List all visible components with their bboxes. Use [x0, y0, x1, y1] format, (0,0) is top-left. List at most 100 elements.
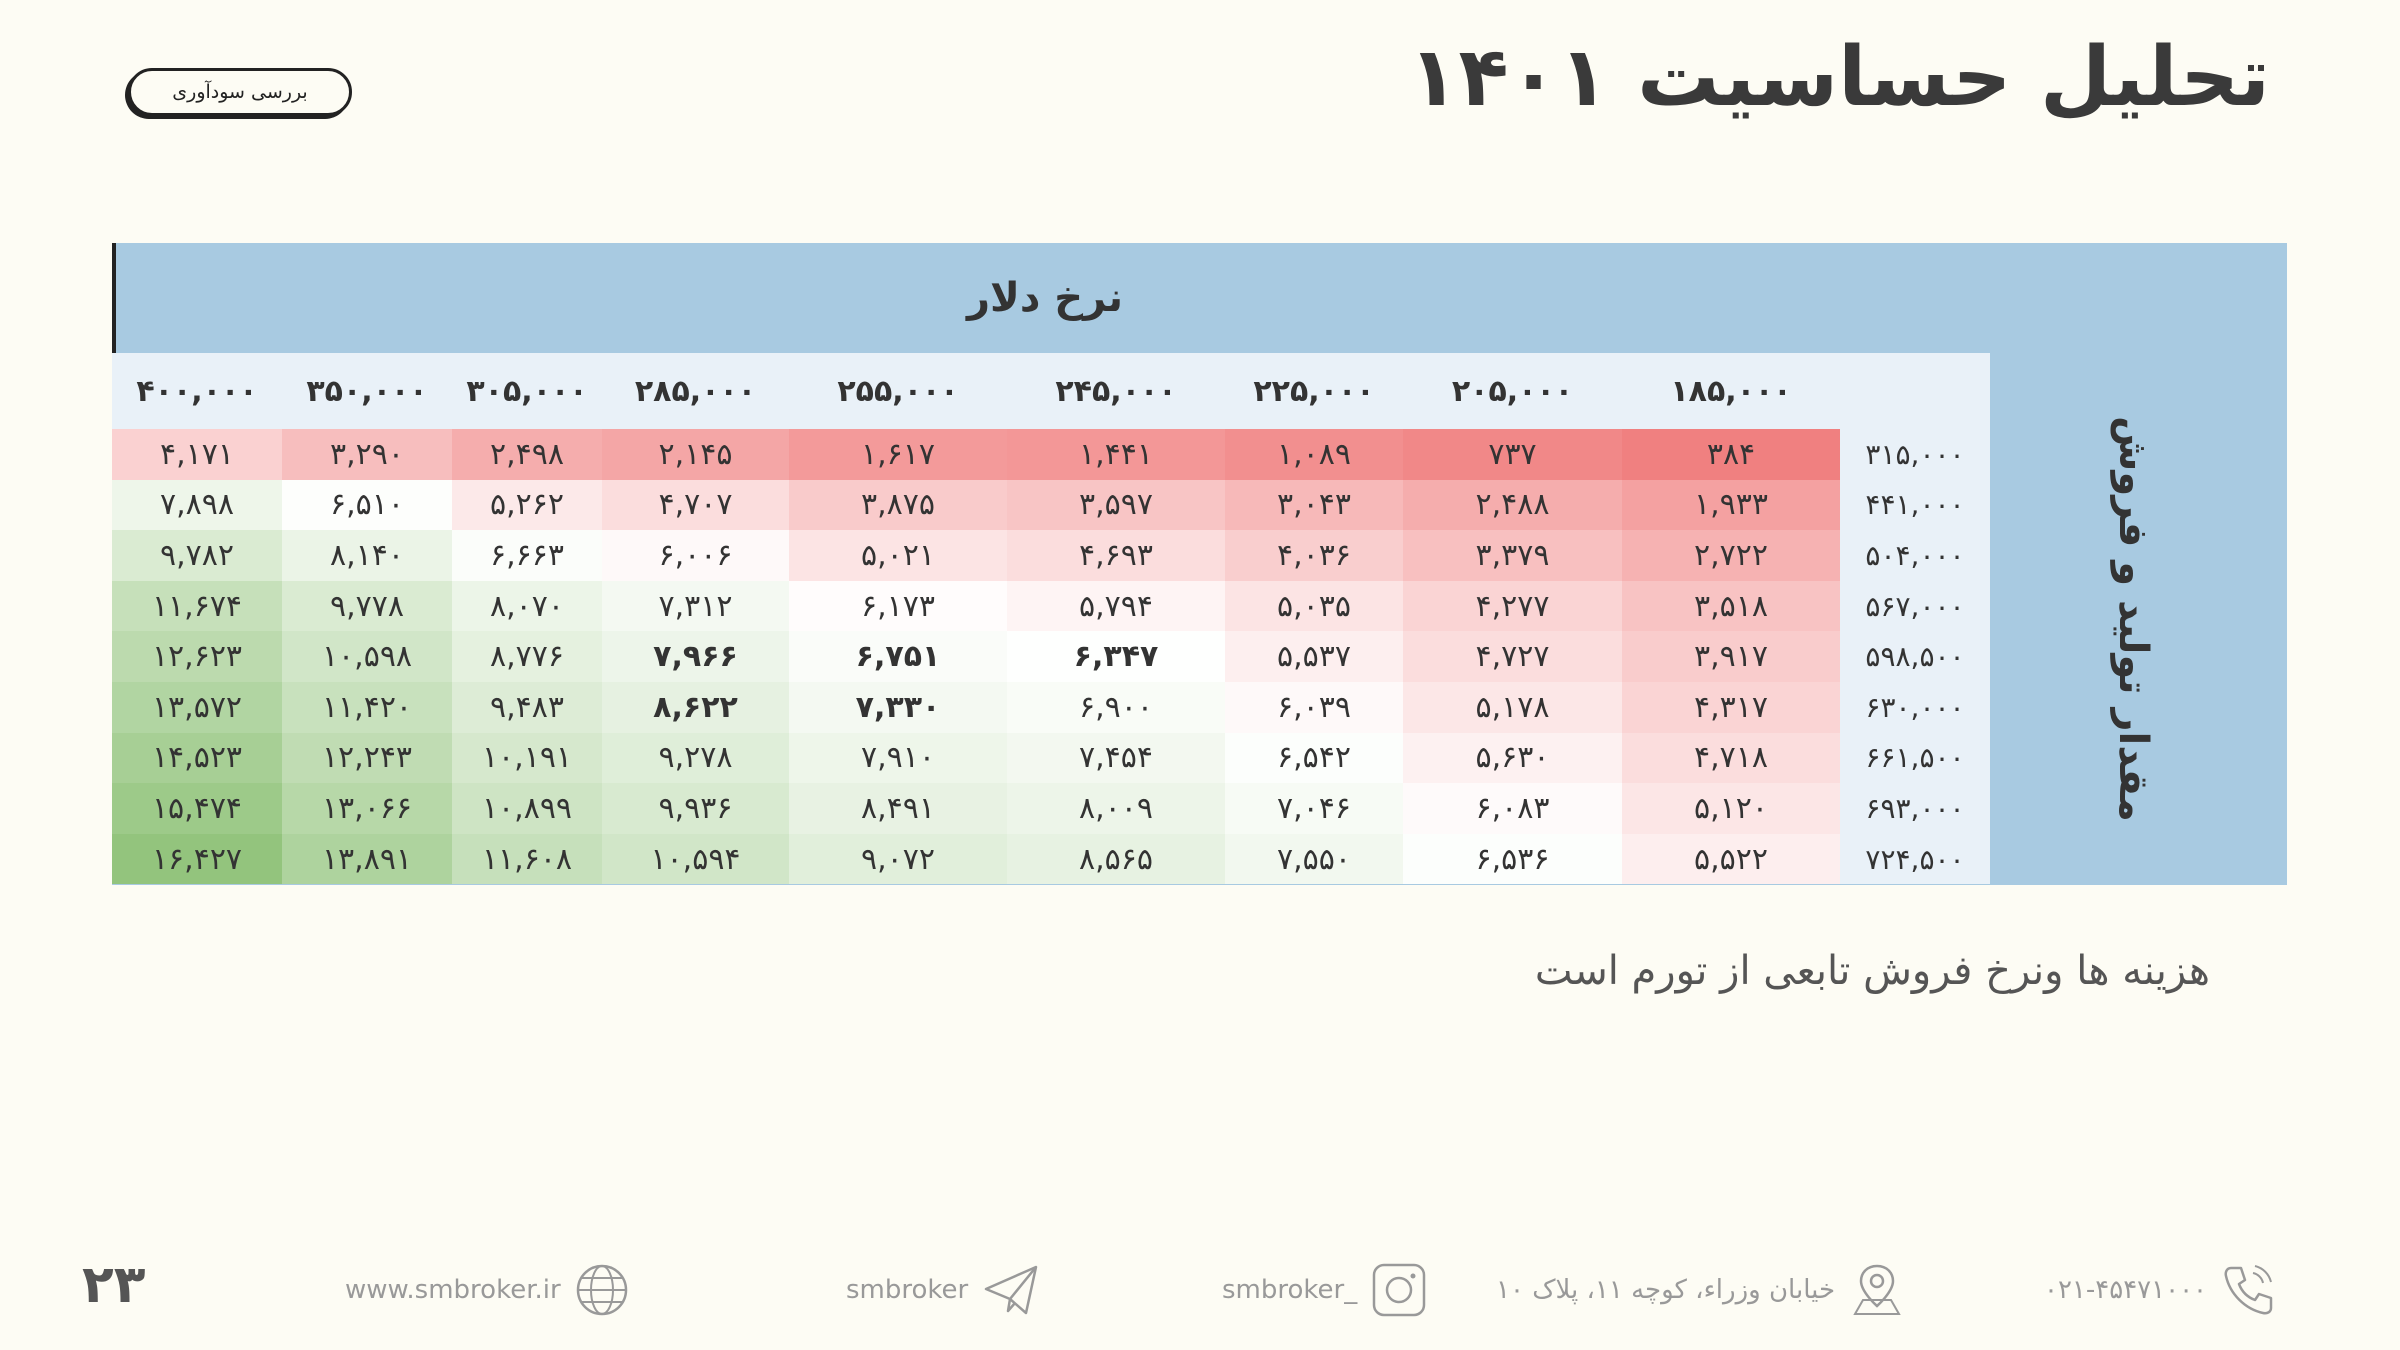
table-cell: ۳,۹۱۷ — [1622, 631, 1840, 682]
table-cell: ۱,۰۸۹ — [1225, 429, 1403, 480]
table-cell: ۱۲,۲۴۳ — [282, 732, 452, 784]
table-cell: ۷,۳۱۲ — [602, 580, 789, 632]
map-pin-icon — [1853, 1264, 1901, 1315]
row-label: ۵۰۴,۰۰۰ — [1840, 530, 1990, 581]
phone-text: ۰۲۱-۴۵۴۷۱۰۰۰ — [2044, 1275, 2207, 1305]
table-cell: ۲,۴۸۸ — [1403, 479, 1622, 531]
table-cell: ۹,۷۷۸ — [282, 580, 452, 632]
table-row: ۷,۸۹۸ ۶,۵۱۰ ۵,۲۶۲ ۴,۷۰۷ ۳,۸۷۵ ۳,۵۹۷ ۳,۰۴۳ ۲,۴۸۸… — [112, 479, 1990, 531]
footer: www.smbroker.ir smbroker smbroker_ خیاب — [0, 1250, 2400, 1330]
column-header: ۲۸۵,۰۰۰ — [602, 353, 789, 429]
page-title: تحلیل حساسیت ۱۴۰۱ — [1408, 30, 2270, 125]
table-cell: ۱,۹۳۳ — [1622, 479, 1840, 531]
row-group-header: مقدار تولید و فروش — [1978, 353, 2287, 885]
table-cell: ۱۲,۶۲۳ — [112, 631, 282, 682]
table-cell: ۳,۸۷۵ — [789, 479, 1007, 531]
table-cell: ۶,۰۸۳ — [1403, 783, 1622, 834]
table-cell: ۱۳,۵۷۲ — [112, 681, 282, 733]
footer-address: خیابان وزراء، کوچه ۱۱، پلاک ۱۰ — [1496, 1250, 1905, 1330]
table-cell: ۷,۴۵۴ — [1007, 732, 1225, 784]
footnote: هزینه ها ونرخ فروش تابعی از تورم است — [1534, 948, 2210, 994]
column-header: ۲۲۵,۰۰۰ — [1225, 353, 1403, 429]
column-header: ۳۵۰,۰۰۰ — [282, 353, 452, 429]
telegram-text: smbroker — [846, 1275, 969, 1305]
column-header: ۴۰۰,۰۰۰ — [112, 353, 282, 429]
table-row: ۱۳,۵۷۲ ۱۱,۴۲۰ ۹,۴۸۳ ۸,۶۲۲ ۷,۳۳۰ ۶,۹۰۰ ۶,۰۳۹ ۵,۱… — [112, 681, 1990, 733]
table-row: ۱۱,۶۷۴ ۹,۷۷۸ ۸,۰۷۰ ۷,۳۱۲ ۶,۱۷۳ ۵,۷۹۴ ۵,۰۳۵ ۴,۲۷… — [112, 580, 1990, 632]
column-header: ۲۰۵,۰۰۰ — [1403, 353, 1622, 429]
table-cell: ۷,۵۵۰ — [1225, 833, 1403, 885]
table-cell: ۶,۰۰۶ — [602, 530, 789, 581]
table-cell: ۵,۰۳۵ — [1225, 580, 1403, 632]
table-cell: ۸,۰۷۰ — [452, 580, 602, 632]
table-cell: ۶,۳۴۷ — [1007, 631, 1225, 682]
table-cell: ۴,۷۲۷ — [1403, 631, 1622, 682]
column-group-header: نرخ دلار — [967, 275, 1123, 321]
table-cell: ۸,۶۲۲ — [602, 681, 789, 733]
row-label: ۶۹۳,۰۰۰ — [1840, 783, 1990, 834]
table-cell: ۱۳,۸۹۱ — [282, 833, 452, 885]
header-row: ۴۰۰,۰۰۰ ۳۵۰,۰۰۰ ۳۰۵,۰۰۰ ۲۸۵,۰۰۰ ۲۵۵,۰۰۰ ۲۴۵,۰… — [112, 353, 1990, 429]
accent-bar — [112, 243, 116, 353]
phone-icon — [2224, 1265, 2273, 1315]
footer-telegram[interactable]: smbroker — [846, 1250, 1040, 1330]
table-row: ۱۴,۵۲۳ ۱۲,۲۴۳ ۱۰,۱۹۱ ۹,۲۷۸ ۷,۹۱۰ ۷,۴۵۴ ۶,۵۴۲ ۵,… — [112, 732, 1990, 784]
table-cell: ۲,۴۹۸ — [452, 429, 602, 480]
table-row: ۱۲,۶۲۳ ۱۰,۵۹۸ ۸,۷۷۶ ۷,۹۶۶ ۶,۷۵۱ ۶,۳۴۷ ۵,۵۳۷ ۴,۷… — [112, 631, 1990, 682]
row-label: ۵۹۸,۵۰۰ — [1840, 631, 1990, 682]
table-cell: ۴,۶۹۳ — [1007, 530, 1225, 581]
table-cell: ۷,۰۴۶ — [1225, 783, 1403, 834]
table-cell: ۶,۱۷۳ — [789, 580, 1007, 632]
table-cell: ۸,۷۷۶ — [452, 631, 602, 682]
table-cell: ۱۱,۶۷۴ — [112, 580, 282, 632]
section-badge[interactable]: بررسی سودآوری — [128, 68, 352, 116]
table-cell: ۷,۸۹۸ — [112, 479, 282, 531]
footer-instagram[interactable]: smbroker_ — [1222, 1250, 1427, 1330]
table-cell: ۱۶,۴۲۷ — [112, 833, 282, 885]
table-cell: ۱۱,۶۰۸ — [452, 833, 602, 885]
table-cell: ۵,۷۹۴ — [1007, 580, 1225, 632]
table-cell: ۱۵,۴۷۴ — [112, 783, 282, 834]
table-cell: ۷,۳۳۰ — [789, 681, 1007, 733]
data-grid: ۴۰۰,۰۰۰ ۳۵۰,۰۰۰ ۳۰۵,۰۰۰ ۲۸۵,۰۰۰ ۲۵۵,۰۰۰ ۲۴۵,۰… — [112, 353, 1990, 885]
table-cell: ۵,۰۲۱ — [789, 530, 1007, 581]
table-cell: ۸,۰۰۹ — [1007, 783, 1225, 834]
table-cell: ۳,۵۹۷ — [1007, 479, 1225, 531]
row-group-label: مقدار تولید و فروش — [2109, 416, 2156, 822]
table-cell: ۳,۳۷۹ — [1403, 530, 1622, 581]
website-text: www.smbroker.ir — [345, 1275, 561, 1305]
table-cell: ۱۰,۸۹۹ — [452, 783, 602, 834]
table-row: ۱۶,۴۲۷ ۱۳,۸۹۱ ۱۱,۶۰۸ ۱۰,۵۹۴ ۹,۰۷۲ ۸,۵۶۵ ۷,۵۵۰ ۶… — [112, 833, 1990, 885]
table-cell: ۷,۹۶۶ — [602, 631, 789, 682]
page-number: ۲۳ — [82, 1255, 146, 1315]
sensitivity-table: نرخ دلار مقدار تولید و فروش ۴۰۰,۰۰۰ ۳۵۰,۰… — [112, 243, 2287, 885]
table-cell: ۱۳,۰۶۶ — [282, 783, 452, 834]
table-cell: ۴,۲۷۷ — [1403, 580, 1622, 632]
globe-icon — [576, 1264, 627, 1316]
instagram-icon — [1372, 1263, 1426, 1317]
table-cell: ۹,۰۷۲ — [789, 833, 1007, 885]
footer-website[interactable]: www.smbroker.ir — [345, 1250, 629, 1330]
table-cell: ۴,۷۱۸ — [1622, 732, 1840, 784]
table-cell: ۹,۹۳۶ — [602, 783, 789, 834]
table-cell: ۳,۰۴۳ — [1225, 479, 1403, 531]
table-cell: ۵,۱۲۰ — [1622, 783, 1840, 834]
table-cell: ۳,۲۹۰ — [282, 429, 452, 480]
address-text: خیابان وزراء، کوچه ۱۱، پلاک ۱۰ — [1496, 1275, 1836, 1305]
row-label: ۴۴۱,۰۰۰ — [1840, 479, 1990, 531]
table-row: ۹,۷۸۲ ۸,۱۴۰ ۶,۶۶۳ ۶,۰۰۶ ۵,۰۲۱ ۴,۶۹۳ ۴,۰۳۶ ۳,۳۷۹… — [112, 530, 1990, 581]
table-cell: ۶,۰۳۹ — [1225, 681, 1403, 733]
table-row: ۴,۱۷۱ ۳,۲۹۰ ۲,۴۹۸ ۲,۱۴۵ ۱,۶۱۷ ۱,۴۴۱ ۱,۰۸۹ ۷۳۷ ۳۸… — [112, 429, 1990, 480]
table-cell: ۶,۵۱۰ — [282, 479, 452, 531]
table-cell: ۱۱,۴۲۰ — [282, 681, 452, 733]
instagram-text: smbroker_ — [1222, 1275, 1358, 1305]
table-cell: ۱۴,۵۲۳ — [112, 732, 282, 784]
footer-phone[interactable]: ۰۲۱-۴۵۴۷۱۰۰۰ — [2044, 1250, 2277, 1330]
table-cell: ۳۸۴ — [1622, 429, 1840, 480]
table-cell: ۹,۲۷۸ — [602, 732, 789, 784]
table-cell: ۵,۵۳۷ — [1225, 631, 1403, 682]
table-cell: ۸,۵۶۵ — [1007, 833, 1225, 885]
row-label: ۵۶۷,۰۰۰ — [1840, 580, 1990, 632]
table-cell: ۵,۵۲۲ — [1622, 833, 1840, 885]
table-cell: ۶,۵۳۶ — [1403, 833, 1622, 885]
